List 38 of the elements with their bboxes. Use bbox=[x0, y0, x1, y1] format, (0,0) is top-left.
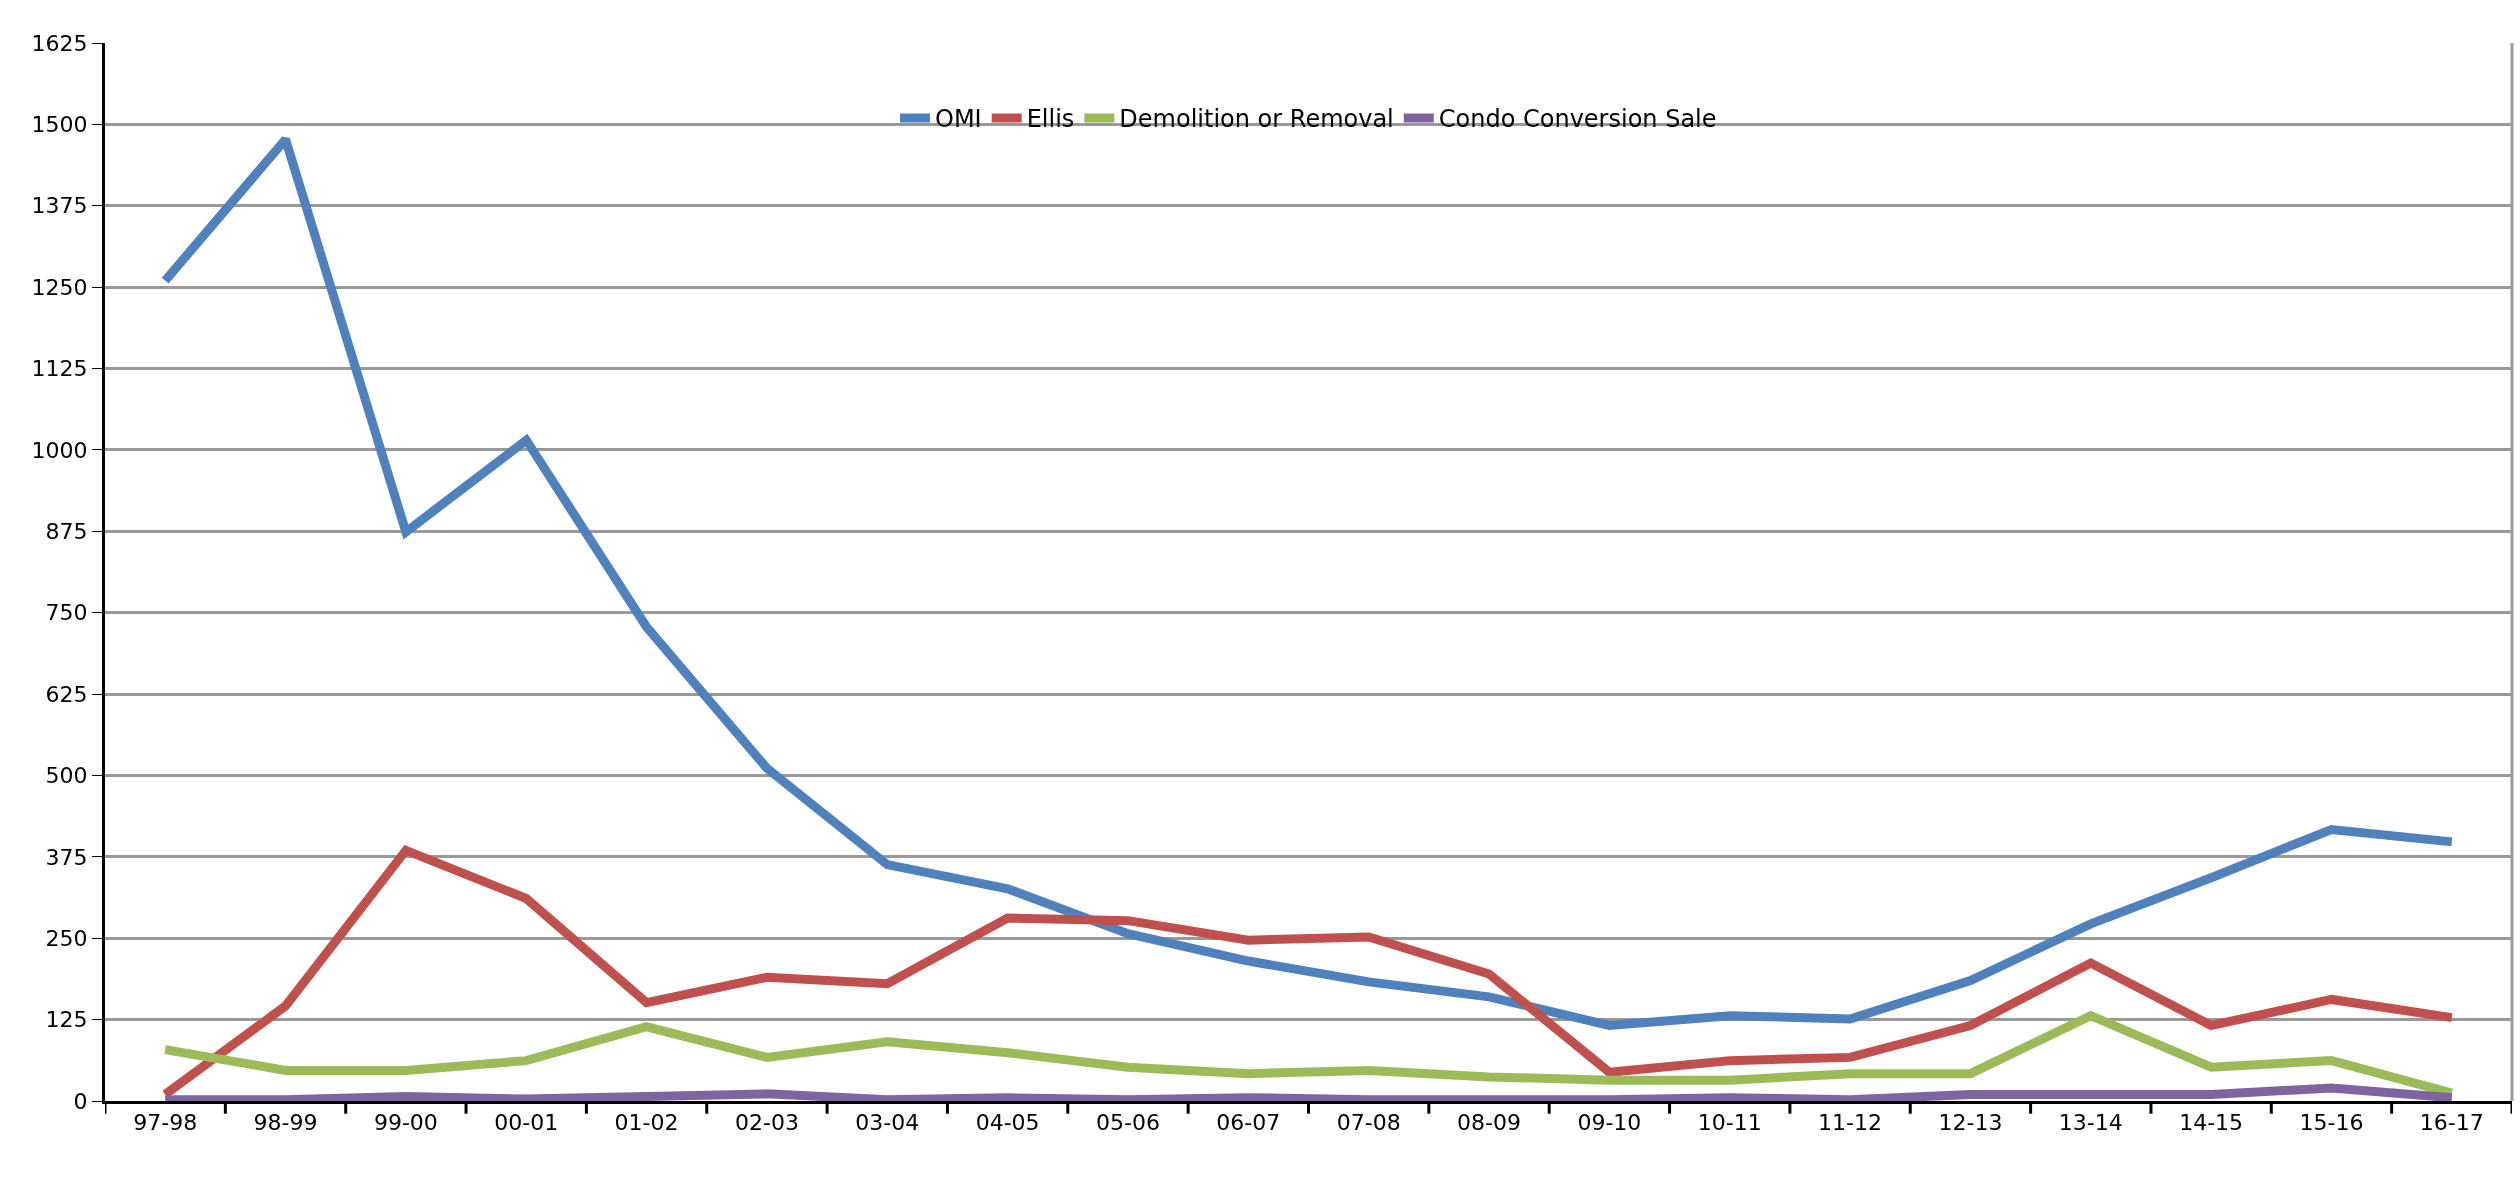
x-tick-label: 13-14 bbox=[2058, 1110, 2123, 1136]
y-tick-label: 125 bbox=[45, 1007, 88, 1033]
y-tick-label: 1500 bbox=[31, 112, 88, 138]
x-tick-label: 14-15 bbox=[2179, 1110, 2244, 1136]
y-tick-label: 500 bbox=[45, 763, 88, 789]
x-tick-label: 01-02 bbox=[614, 1110, 679, 1136]
legend-label: Condo Conversion Sale bbox=[1438, 105, 1717, 134]
x-tick-label: 99-00 bbox=[373, 1110, 438, 1136]
x-tick-label: 06-07 bbox=[1216, 1110, 1281, 1136]
x-tick-label: 08-09 bbox=[1457, 1110, 1521, 1136]
x-tick-label: 98-99 bbox=[253, 1110, 318, 1136]
x-tick-label: 11-12 bbox=[1818, 1110, 1883, 1136]
legend-label: Ellis bbox=[1026, 105, 1075, 134]
y-tick-label: 1125 bbox=[31, 356, 88, 382]
y-tick-label: 375 bbox=[45, 844, 88, 870]
y-tick-label: 1375 bbox=[31, 193, 88, 219]
y-tick-label: 250 bbox=[45, 925, 88, 951]
x-tick-label: 12-13 bbox=[1938, 1110, 2003, 1136]
x-tick-label: 97-98 bbox=[133, 1110, 198, 1136]
legend-label: OMI bbox=[935, 105, 982, 134]
legend-label: Demolition or Removal bbox=[1119, 105, 1394, 134]
y-tick-label: 625 bbox=[45, 681, 88, 707]
x-tick-label: 07-08 bbox=[1336, 1110, 1401, 1136]
x-tick-label: 16-17 bbox=[2419, 1110, 2484, 1136]
x-tick-label: 05-06 bbox=[1096, 1110, 1160, 1136]
x-tick-label: 15-16 bbox=[2299, 1110, 2364, 1136]
y-tick-label: 1000 bbox=[31, 437, 88, 463]
y-tick-label: 875 bbox=[45, 519, 88, 545]
y-tick-label: 750 bbox=[45, 600, 88, 626]
x-tick-label: 00-01 bbox=[494, 1110, 559, 1136]
x-tick-label: 02-03 bbox=[734, 1110, 799, 1136]
x-tick-label: 04-05 bbox=[975, 1110, 1040, 1136]
y-tick-label: 0 bbox=[73, 1088, 88, 1114]
y-tick-label: 1250 bbox=[31, 274, 88, 300]
x-tick-label: 10-11 bbox=[1697, 1110, 1762, 1136]
x-tick-label: 09-10 bbox=[1577, 1110, 1642, 1136]
y-tick-label: 1625 bbox=[31, 30, 88, 56]
x-tick-label: 03-04 bbox=[855, 1110, 920, 1136]
